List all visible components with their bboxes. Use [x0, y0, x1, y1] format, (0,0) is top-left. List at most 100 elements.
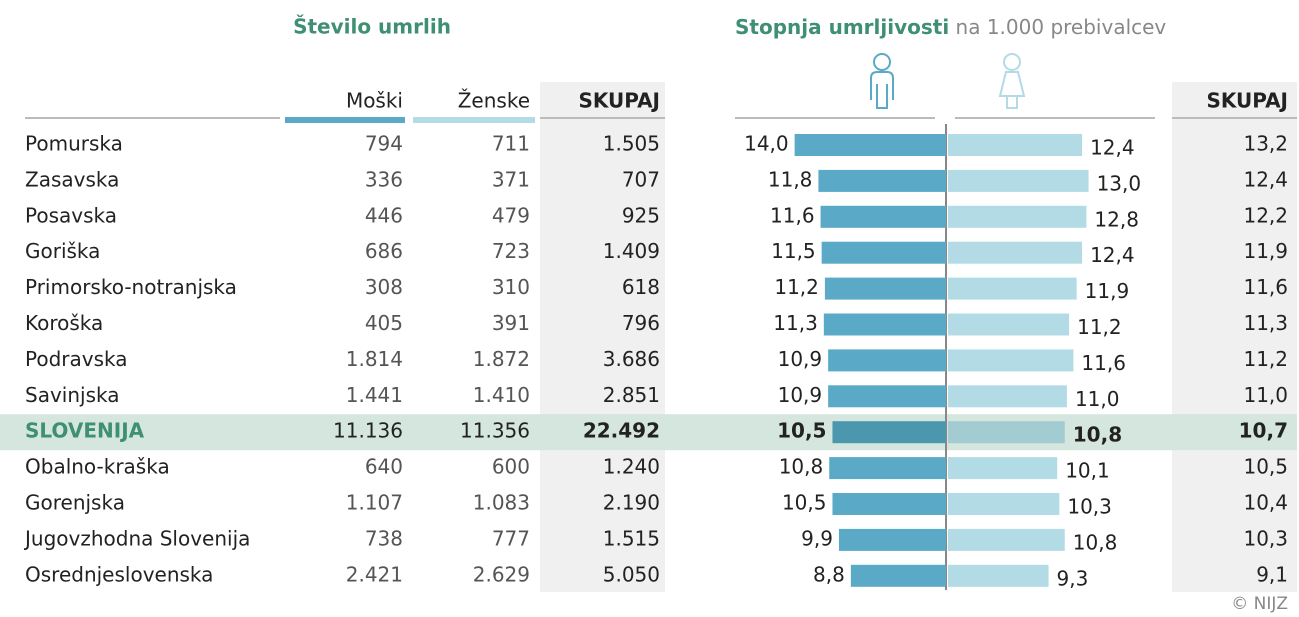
female-count: 371: [492, 167, 530, 191]
right-title: Stopnja umrljivosti: [735, 15, 949, 39]
female-count: 1.872: [473, 347, 530, 371]
total-count: 707: [622, 167, 660, 191]
col-header: SKUPAJ: [1206, 89, 1288, 113]
male-count: 640: [365, 455, 403, 479]
col-header: SKUPAJ: [578, 89, 660, 113]
total-count: 5.050: [603, 562, 660, 586]
total-count: 1.515: [603, 526, 660, 550]
female-count: 723: [492, 239, 530, 263]
male-count: 405: [365, 311, 403, 335]
region-name: Osrednjeslovenska: [25, 562, 213, 586]
region-name: Koroška: [25, 311, 103, 335]
female-rate-bar: [948, 385, 1067, 408]
female-rate-bar: [948, 313, 1070, 336]
female-rate-bar: [948, 564, 1049, 587]
male-rate-bar: [829, 457, 946, 480]
female-rate-bar: [948, 241, 1083, 264]
male-rate-bar: [828, 349, 946, 372]
female-rate-bar: [948, 134, 1083, 156]
male-count: 1.441: [346, 383, 403, 407]
male-icon: [870, 53, 894, 109]
copyright: © NIJZ: [1231, 594, 1288, 614]
right-title-line: Stopnja umrljivosti na 1.000 prebivalcev: [735, 15, 1166, 39]
col-header: Ženske: [458, 89, 530, 113]
female-icon: [998, 53, 1026, 109]
region-name: Posavska: [25, 203, 117, 227]
total-count: 1.409: [603, 239, 660, 263]
rate-label: 11,3: [773, 311, 818, 335]
male-count: 2.421: [346, 562, 403, 586]
rate-label: 12,4: [1090, 243, 1135, 267]
male-rate-bar: [828, 385, 946, 408]
male-rate-bar: [824, 277, 946, 300]
rate-label: 11,2: [1077, 315, 1122, 339]
rate-label: 10,8: [1073, 530, 1118, 554]
female-count: 479: [492, 203, 530, 227]
total-count: 1.505: [603, 132, 660, 156]
total-count: 796: [622, 311, 660, 335]
female-rate-bar: [948, 349, 1074, 372]
rate-label: 13,0: [1097, 171, 1142, 195]
rate-label: 11,6: [1081, 351, 1126, 375]
rate-label: 10,8: [779, 455, 824, 479]
female-rate-bar: [948, 421, 1065, 444]
region-name: Obalno-kraška: [25, 455, 170, 479]
male-count: 308: [365, 275, 403, 299]
male-count: 738: [365, 526, 403, 550]
rate-label: 8,8: [813, 562, 845, 586]
female-count: 391: [492, 311, 530, 335]
male-count: 336: [365, 167, 403, 191]
col-header: Moški: [346, 89, 403, 113]
region-name: Jugovzhodna Slovenija: [23, 526, 250, 550]
male-rate-bar: [850, 564, 946, 587]
rate-label: 10,9: [778, 383, 823, 407]
female-count: 11.356: [460, 419, 530, 443]
rate-label: 10,9: [778, 347, 823, 371]
rate-label: 11,9: [1085, 279, 1130, 303]
region-name: Gorenjska: [25, 491, 125, 515]
rate-label: 10,3: [1067, 495, 1112, 519]
rate-total: 11,9: [1243, 239, 1288, 263]
rate-total: 10,7: [1239, 419, 1288, 443]
left-title: Število umrlih: [293, 15, 451, 39]
rate-label: 11,6: [770, 203, 815, 227]
male-count: 686: [365, 239, 403, 263]
female-count: 1.083: [473, 491, 530, 515]
male-count: 1.107: [346, 491, 403, 515]
region-name: Savinjska: [25, 383, 119, 407]
male-count: 11.136: [333, 419, 403, 443]
male-rate-bar: [821, 241, 946, 264]
male-count: 794: [365, 132, 403, 156]
male-count: 446: [365, 203, 403, 227]
total-count: 2.851: [603, 383, 660, 407]
total-count: 3.686: [603, 347, 660, 371]
rate-label: 14,0: [744, 132, 789, 156]
rate-label: 10,1: [1065, 459, 1110, 483]
female-rate-bar: [948, 277, 1077, 300]
highlight-layer: [0, 414, 1297, 451]
total-count: 925: [622, 203, 660, 227]
rate-label: 9,9: [801, 526, 833, 550]
rate-total: 12,4: [1243, 167, 1288, 191]
female-rate-bar: [948, 457, 1058, 480]
male-rate-bar: [794, 134, 946, 156]
rate-total: 10,4: [1243, 491, 1288, 515]
region-name: Goriška: [25, 239, 100, 263]
female-count: 600: [492, 455, 530, 479]
female-count: 310: [492, 275, 530, 299]
female-rate-bar: [948, 205, 1087, 228]
female-count: 777: [492, 526, 530, 550]
female-rate-bar: [948, 169, 1089, 192]
total-count: 618: [622, 275, 660, 299]
female-rate-bar: [948, 493, 1060, 515]
rate-label: 12,4: [1090, 136, 1135, 160]
male-rate-bar: [818, 169, 946, 192]
total-count: 1.240: [603, 455, 660, 479]
region-name: Podravska: [25, 347, 128, 371]
rate-total: 10,3: [1243, 526, 1288, 550]
region-name: SLOVENIJA: [25, 419, 145, 443]
female-count: 2.629: [473, 562, 530, 586]
total-column-bg: [540, 82, 665, 592]
rate-total: 12,2: [1243, 203, 1288, 227]
highlight-row: [0, 414, 1297, 451]
